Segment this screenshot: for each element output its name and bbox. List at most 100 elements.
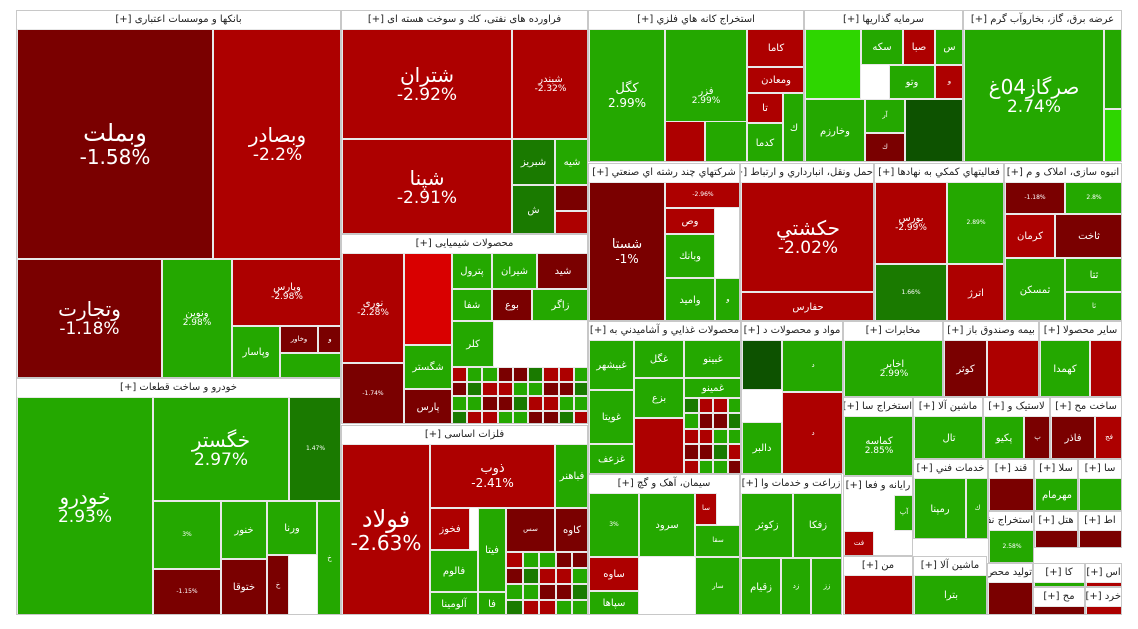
stock-tile[interactable]: خ: [317, 501, 340, 614]
stock-tile[interactable]: ك: [865, 133, 905, 161]
stock-tile[interactable]: شیه: [555, 139, 587, 185]
stock-tile[interactable]: وتجارت -1.18%: [17, 259, 162, 377]
mini-stock-tile[interactable]: [713, 459, 728, 473]
mini-stock-tile[interactable]: [497, 381, 513, 396]
mini-stock-tile[interactable]: [452, 367, 468, 382]
sector-title[interactable]: مواد و محصولات د [+]: [742, 322, 842, 340]
stock-tile[interactable]: فالوم: [430, 550, 478, 592]
stock-tile[interactable]: آر: [865, 99, 905, 133]
mini-stock-tile[interactable]: [573, 381, 587, 396]
sector-title[interactable]: استخراج سا [+]: [844, 398, 912, 416]
stock-tile[interactable]: مهرمام: [1035, 478, 1077, 510]
stock-tile[interactable]: [987, 340, 1038, 396]
stock-tile[interactable]: اترژ: [947, 264, 1003, 320]
sector-title[interactable]: استخراج نف [+]: [989, 512, 1033, 530]
stock-tile[interactable]: شتران -2.92%: [342, 29, 512, 139]
sector-title[interactable]: هتل [+]: [1035, 512, 1077, 530]
mini-stock-tile[interactable]: [506, 552, 523, 568]
mini-stock-tile[interactable]: [555, 568, 573, 584]
sector-title[interactable]: بیمه وصندوق باز [+]: [944, 322, 1038, 340]
stock-tile[interactable]: کهمدا: [1040, 340, 1090, 396]
stock-tile[interactable]: بزع: [634, 378, 684, 418]
stock-tile[interactable]: زقيام: [741, 558, 781, 614]
stock-tile[interactable]: سس: [506, 508, 555, 552]
stock-tile[interactable]: صبا: [903, 29, 935, 65]
stock-tile[interactable]: ك: [783, 93, 803, 161]
stock-tile[interactable]: [1086, 606, 1121, 614]
stock-tile[interactable]: وامید: [665, 278, 715, 320]
stock-tile[interactable]: پكيو: [984, 416, 1024, 458]
mini-stock-tile[interactable]: [482, 381, 498, 396]
sector-title[interactable]: فراورده های نفتی، كك و سوخت هسته ای [+]: [342, 11, 587, 29]
stock-tile[interactable]: دالبر: [742, 422, 782, 473]
mini-stock-tile[interactable]: [512, 367, 529, 382]
sector-title[interactable]: شركتهاي چند رشته اي صنعتي [+]: [589, 164, 739, 182]
stock-tile[interactable]: غبینو: [684, 340, 740, 378]
stock-tile[interactable]: 3%: [589, 493, 639, 557]
stock-tile[interactable]: [1079, 478, 1121, 510]
stock-tile[interactable]: كرمان: [1005, 214, 1055, 258]
mini-stock-tile[interactable]: [543, 396, 559, 411]
stock-tile[interactable]: اخابر 2.99%: [844, 340, 942, 396]
mini-stock-tile[interactable]: [467, 396, 483, 411]
mini-stock-tile[interactable]: [558, 396, 574, 411]
stock-tile[interactable]: [404, 253, 452, 345]
stock-tile[interactable]: صرگاز04غ 2.74%: [964, 29, 1104, 161]
mini-stock-tile[interactable]: [698, 413, 713, 429]
stock-tile[interactable]: حفارس: [741, 292, 873, 320]
sector-title[interactable]: خودرو و ساخت قطعات [+]: [17, 379, 340, 397]
mini-stock-tile[interactable]: [512, 410, 529, 423]
mini-stock-tile[interactable]: [555, 600, 573, 614]
stock-tile[interactable]: [705, 121, 747, 161]
stock-tile[interactable]: شفا: [452, 289, 492, 321]
mini-stock-tile[interactable]: [522, 568, 540, 584]
stock-tile[interactable]: تال: [914, 416, 982, 458]
stock-tile[interactable]: [1104, 109, 1121, 161]
sector-title[interactable]: سلا [+]: [1035, 460, 1077, 478]
stock-tile[interactable]: شگستر: [404, 345, 452, 389]
mini-stock-tile[interactable]: [573, 367, 587, 382]
stock-tile[interactable]: زكوثر: [741, 493, 793, 558]
stock-tile[interactable]: ختوقا: [221, 559, 267, 614]
stock-tile[interactable]: نوری -2.28%: [342, 253, 404, 363]
sector-title[interactable]: رايانه و فعا [+]: [844, 477, 912, 495]
stock-tile[interactable]: 1.66%: [875, 264, 947, 320]
mini-stock-tile[interactable]: [558, 381, 574, 396]
mini-stock-tile[interactable]: [467, 381, 483, 396]
mini-stock-tile[interactable]: [572, 584, 587, 600]
sector-title[interactable]: زراعت و خدمات وا [+]: [741, 475, 841, 493]
mini-stock-tile[interactable]: [452, 396, 468, 411]
stock-tile[interactable]: وبانك: [665, 234, 715, 278]
sector-title[interactable]: محصولات غذايي و آشاميدني به [+]: [589, 322, 740, 340]
stock-tile[interactable]: ذوب -2.41%: [430, 444, 555, 508]
stock-tile[interactable]: فخوز: [430, 508, 470, 550]
mini-stock-tile[interactable]: [497, 396, 513, 411]
mini-stock-tile[interactable]: [506, 584, 523, 600]
mini-stock-tile[interactable]: [467, 367, 483, 382]
stock-tile[interactable]: سار: [695, 557, 739, 614]
sector-title[interactable]: سا [+]: [1079, 460, 1121, 478]
mini-stock-tile[interactable]: [482, 410, 498, 423]
stock-tile[interactable]: پترول: [452, 253, 492, 289]
stock-tile[interactable]: [555, 211, 587, 233]
sector-title[interactable]: اس [+]: [1086, 564, 1121, 582]
mini-stock-tile[interactable]: [506, 600, 523, 614]
sector-title[interactable]: فعاليتهاي كمكي به نهادها [+]: [875, 164, 1003, 182]
stock-tile[interactable]: ثاخت: [1055, 214, 1121, 258]
mini-stock-tile[interactable]: [727, 398, 740, 414]
stock-tile[interactable]: ك: [966, 478, 987, 538]
stock-tile[interactable]: وبملت -1.58%: [17, 29, 213, 259]
stock-tile[interactable]: فت: [844, 531, 874, 555]
sector-title[interactable]: محصولات شیمیایی [+]: [342, 235, 587, 253]
stock-tile[interactable]: خودرو 2.93%: [17, 397, 153, 614]
mini-stock-tile[interactable]: [573, 396, 587, 411]
mini-stock-tile[interactable]: [497, 367, 513, 382]
mini-stock-tile[interactable]: [543, 410, 559, 423]
stock-tile[interactable]: وص: [665, 208, 715, 234]
mini-stock-tile[interactable]: [522, 584, 540, 600]
stock-tile[interactable]: خ: [267, 555, 289, 614]
stock-tile[interactable]: كدما: [747, 123, 783, 161]
stock-tile[interactable]: بترا: [914, 575, 986, 614]
stock-tile[interactable]: فولاد -2.63%: [342, 444, 430, 614]
stock-tile[interactable]: 2.58%: [989, 530, 1033, 562]
